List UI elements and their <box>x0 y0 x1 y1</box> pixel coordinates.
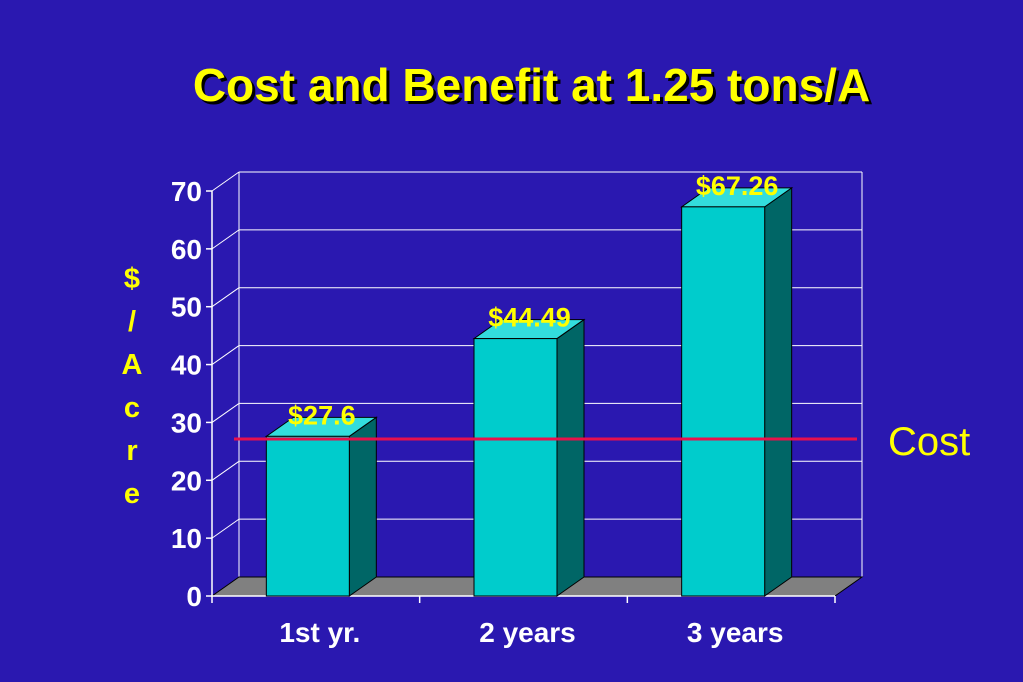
x-tick-label: 2 years <box>479 617 576 648</box>
bar-data-label: $67.26 <box>696 171 779 201</box>
bar <box>473 338 558 597</box>
y-axis-label: $ / A c r e <box>112 258 152 516</box>
gridline-side <box>211 518 240 539</box>
gridline-side <box>211 229 240 250</box>
bar-side <box>348 416 377 597</box>
bar <box>681 206 766 597</box>
y-axis-label-char: r <box>126 435 138 467</box>
y-tick-label: 10 <box>171 523 202 554</box>
x-tick-label: 1st yr. <box>279 617 360 648</box>
y-tick-label: 20 <box>171 465 202 496</box>
gridline-side <box>211 171 240 192</box>
y-axis-label-char: e <box>123 478 141 510</box>
y-tick-label: 70 <box>171 176 202 207</box>
gridline-side <box>211 460 240 481</box>
y-axis-label-char: / <box>127 306 137 338</box>
y-tick-label: 60 <box>171 234 202 265</box>
bar-side <box>764 186 793 597</box>
y-tick-label: 0 <box>186 581 202 612</box>
cost-line-label: Cost <box>888 420 971 464</box>
bar <box>265 435 350 597</box>
y-axis-label-char: A <box>121 349 143 381</box>
bar-side <box>556 318 585 597</box>
y-tick-label: 50 <box>171 292 202 323</box>
x-tick-label: 3 years <box>687 617 784 648</box>
y-tick-label: 30 <box>171 407 202 438</box>
chart-title: Cost and Benefit at 1.25 tons/A <box>192 59 871 111</box>
bar-data-label: $27.6 <box>288 400 356 430</box>
gridline-side <box>211 287 240 308</box>
y-axis-label-char: $ <box>123 263 141 295</box>
gridline-side <box>211 403 240 423</box>
gridline-side <box>211 345 240 365</box>
y-axis-label-char: c <box>123 392 141 424</box>
bar-data-label: $44.49 <box>488 303 571 333</box>
y-tick-label: 40 <box>171 350 202 381</box>
